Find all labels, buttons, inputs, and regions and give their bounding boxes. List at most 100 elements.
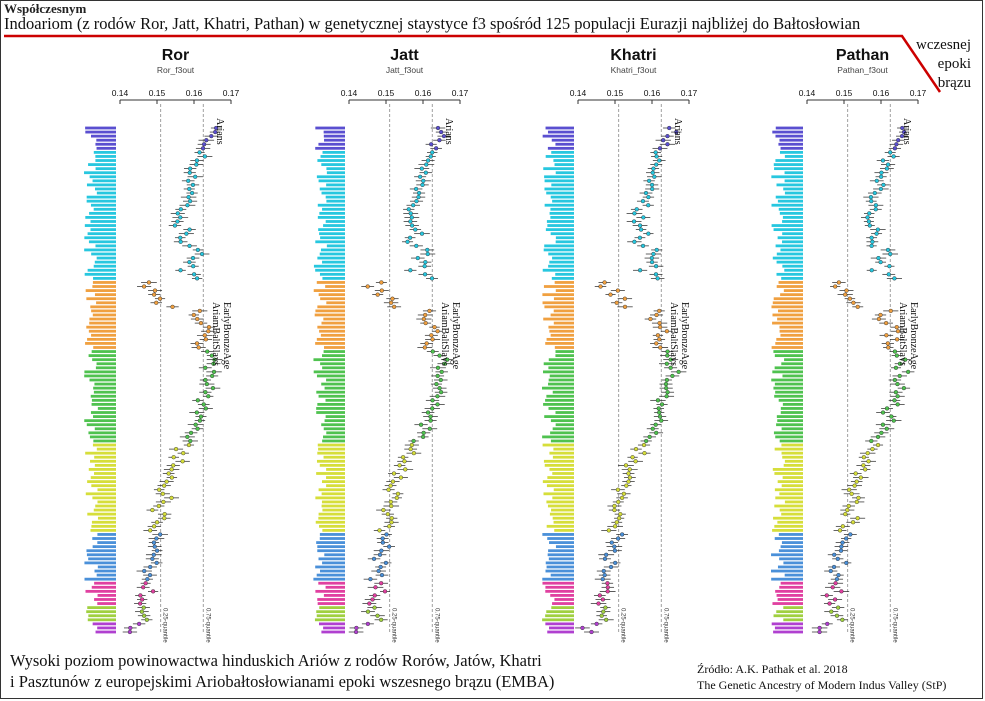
data-point xyxy=(180,459,185,464)
population-label xyxy=(555,423,574,427)
population-label xyxy=(546,500,574,504)
population-label xyxy=(87,337,116,341)
data-point xyxy=(410,223,415,228)
data-point xyxy=(879,430,884,435)
data-point xyxy=(868,194,874,200)
data-point xyxy=(664,361,669,366)
population-label xyxy=(779,150,803,154)
data-point xyxy=(854,499,859,505)
data-point xyxy=(193,422,198,427)
population-label xyxy=(774,167,803,171)
population-label xyxy=(774,354,803,358)
population-label xyxy=(86,325,116,329)
title-underline xyxy=(4,34,942,93)
population-label xyxy=(315,126,345,130)
data-point xyxy=(651,166,656,171)
population-label xyxy=(784,171,803,175)
population-label xyxy=(87,606,116,610)
population-label xyxy=(552,427,574,431)
data-point xyxy=(612,544,617,549)
data-point xyxy=(839,544,844,549)
population-label xyxy=(326,171,345,175)
population-label xyxy=(92,537,116,540)
population-label xyxy=(776,423,803,427)
population-label xyxy=(771,569,803,573)
population-label xyxy=(772,313,803,317)
data-point xyxy=(437,386,442,391)
data-point xyxy=(892,146,897,151)
data-point xyxy=(626,479,631,484)
population-label xyxy=(84,374,116,378)
data-point xyxy=(188,438,193,444)
population-label xyxy=(549,211,574,215)
population-label xyxy=(324,138,345,142)
data-point xyxy=(413,227,418,232)
data-point xyxy=(169,495,174,500)
data-point xyxy=(633,446,639,452)
population-label xyxy=(326,484,345,488)
data-point xyxy=(154,560,159,566)
data-point xyxy=(145,577,150,582)
population-label xyxy=(552,199,574,203)
population-label xyxy=(84,224,116,227)
data-point xyxy=(420,182,425,188)
data-point xyxy=(147,572,153,578)
data-point xyxy=(395,491,401,496)
population-label xyxy=(323,455,345,459)
data-point xyxy=(140,597,145,602)
data-point xyxy=(190,255,196,261)
data-point xyxy=(878,260,883,265)
data-point xyxy=(439,369,444,374)
population-label xyxy=(546,524,574,528)
population-label xyxy=(325,398,345,402)
data-point xyxy=(157,296,163,301)
data-point xyxy=(151,540,157,545)
population-label xyxy=(94,260,116,264)
population-label xyxy=(542,443,574,447)
data-point xyxy=(612,507,617,513)
data-point xyxy=(888,251,893,257)
population-label xyxy=(93,390,116,394)
data-point xyxy=(162,512,167,517)
population-label xyxy=(774,382,803,386)
data-point xyxy=(614,520,619,525)
population-label xyxy=(316,541,345,544)
data-point xyxy=(197,308,202,314)
data-point xyxy=(657,146,663,151)
data-point xyxy=(893,365,899,370)
data-point xyxy=(615,487,621,492)
population-label xyxy=(547,224,574,227)
population-label xyxy=(317,256,345,260)
population-label xyxy=(779,557,803,561)
data-point xyxy=(646,231,651,236)
population-label xyxy=(92,313,116,317)
data-point xyxy=(614,300,619,305)
population-label xyxy=(553,520,574,524)
page-title: Indoariom (z rodów Ror, Jatt, Khatri, Pa… xyxy=(4,14,861,33)
data-point xyxy=(209,134,214,139)
x-tick-label: 0.15 xyxy=(836,88,853,98)
annotation-baltslavs: AriamBaltSlavs xyxy=(668,302,679,366)
data-point xyxy=(195,316,200,322)
data-point xyxy=(408,219,413,224)
data-point xyxy=(438,390,444,395)
data-point xyxy=(424,341,429,346)
data-point xyxy=(891,154,896,159)
population-label xyxy=(84,577,116,581)
population-label xyxy=(319,463,345,467)
population-label xyxy=(319,252,345,256)
population-label xyxy=(89,211,116,215)
population-label xyxy=(542,301,574,305)
population-label xyxy=(92,179,116,183)
data-point xyxy=(441,134,447,139)
population-label xyxy=(778,281,803,284)
population-label xyxy=(85,451,116,455)
panel-subtitle: Ror_f3out xyxy=(157,65,195,75)
population-label xyxy=(90,476,116,479)
population-label xyxy=(543,167,574,171)
population-label xyxy=(89,321,116,325)
population-label xyxy=(318,179,345,183)
population-label xyxy=(326,476,345,479)
population-label xyxy=(97,488,116,492)
population-label xyxy=(776,260,803,264)
